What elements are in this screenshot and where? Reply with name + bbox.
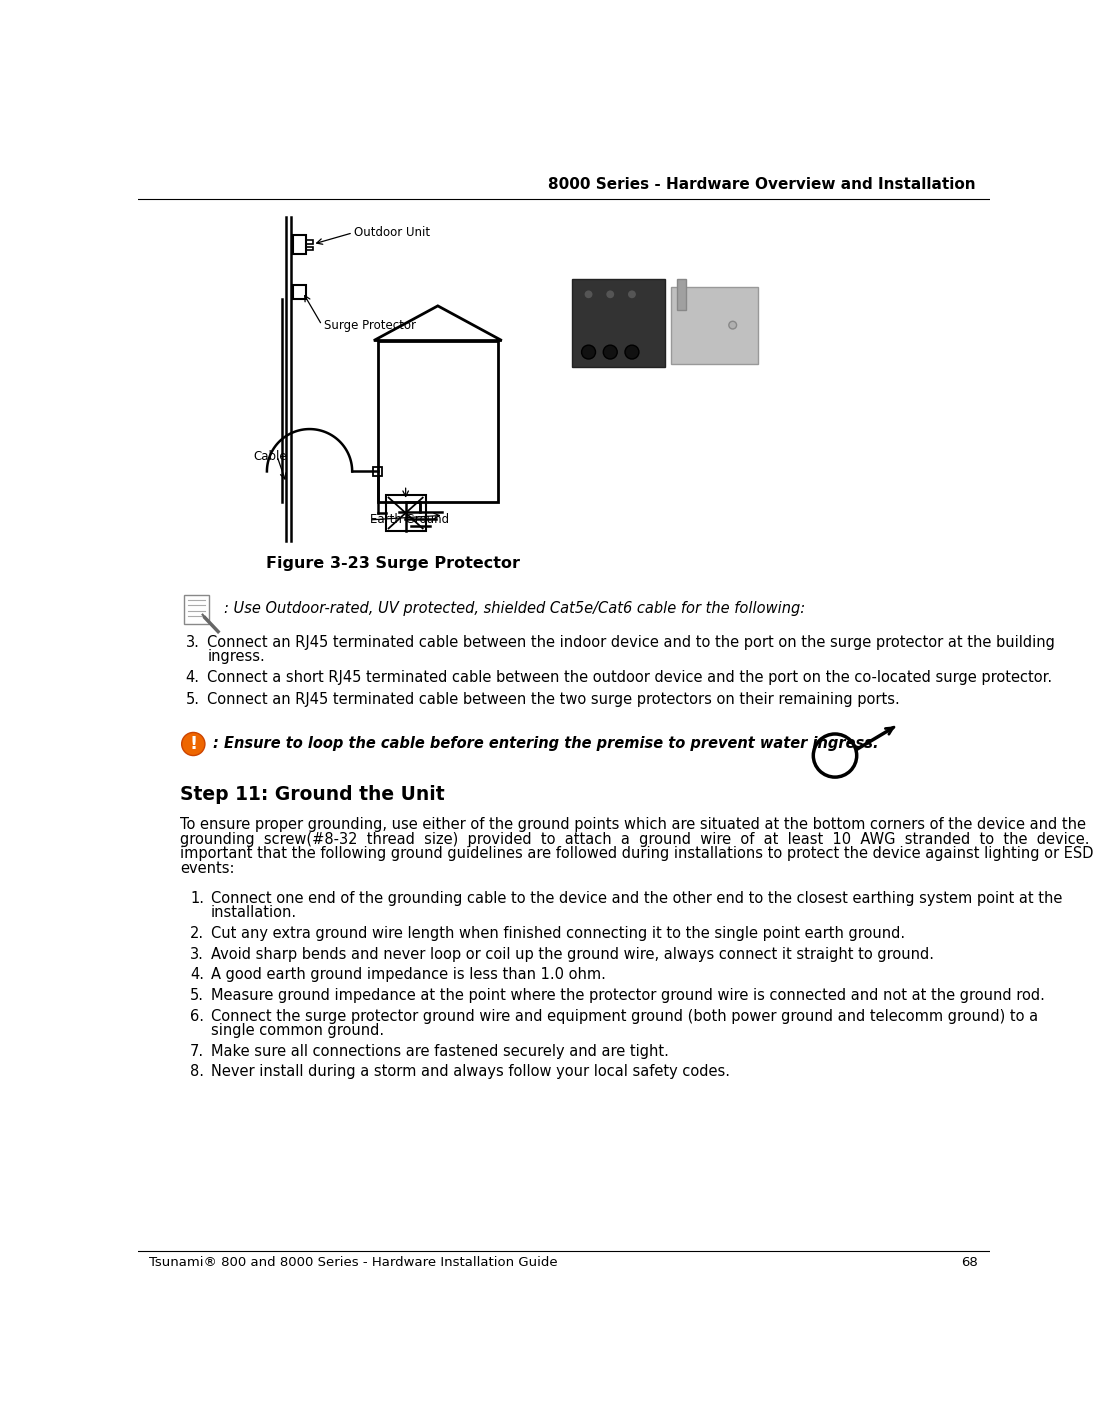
Bar: [307, 247, 312, 251]
Circle shape: [627, 289, 637, 299]
Text: 3.: 3.: [190, 947, 205, 961]
Text: 3.: 3.: [186, 635, 199, 650]
Text: installation.: installation.: [211, 906, 297, 920]
Text: !: !: [189, 734, 197, 753]
Text: 8000 Series - Hardware Overview and Installation: 8000 Series - Hardware Overview and Inst…: [549, 177, 976, 193]
Text: Step 11: Ground the Unit: Step 11: Ground the Unit: [180, 784, 444, 804]
Text: Connect a short RJ45 terminated cable between the outdoor device and the port on: Connect a short RJ45 terminated cable be…: [207, 670, 1053, 684]
Circle shape: [584, 289, 593, 299]
Circle shape: [625, 345, 639, 359]
Bar: [676, 279, 686, 309]
Text: Figure 3-23 Surge Protector: Figure 3-23 Surge Protector: [266, 556, 520, 572]
Text: 1.: 1.: [190, 891, 205, 906]
Bar: [293, 285, 307, 299]
Circle shape: [729, 321, 737, 329]
Text: Make sure all connections are fastened securely and are tight.: Make sure all connections are fastened s…: [211, 1044, 669, 1058]
Text: Connect an RJ45 terminated cable between the indoor device and to the port on th: Connect an RJ45 terminated cable between…: [207, 635, 1055, 650]
Bar: [293, 235, 307, 254]
Text: important that the following ground guidelines are followed during installations: important that the following ground guid…: [180, 847, 1093, 861]
Circle shape: [606, 289, 615, 299]
Circle shape: [182, 733, 205, 756]
Text: 6.: 6.: [190, 1008, 205, 1024]
Text: single common ground.: single common ground.: [211, 1022, 384, 1038]
Text: events:: events:: [180, 861, 234, 876]
Text: 7.: 7.: [190, 1044, 205, 1058]
Text: Avoid sharp bends and never loop or coil up the ground wire, always connect it s: Avoid sharp bends and never loop or coil…: [211, 947, 934, 961]
Text: ingress.: ingress.: [207, 649, 265, 663]
Text: A good earth ground impedance is less than 1.0 ohm.: A good earth ground impedance is less th…: [211, 967, 606, 983]
Text: Cable: Cable: [254, 449, 287, 462]
Text: Surge Protector: Surge Protector: [323, 318, 416, 332]
Text: Measure ground impedance at the point where the protector ground wire is connect: Measure ground impedance at the point wh…: [211, 988, 1045, 1002]
Bar: [184, 595, 209, 625]
Text: Cut any extra ground wire length when finished connecting it to the single point: Cut any extra ground wire length when fi…: [211, 925, 905, 941]
Text: Connect the surge protector ground wire and equipment ground (both power ground : Connect the surge protector ground wire …: [211, 1008, 1038, 1024]
Bar: [307, 240, 312, 244]
Text: 4.: 4.: [186, 670, 199, 684]
Bar: [385, 495, 426, 532]
Text: grounding  screw(#8-32  thread  size)  provided  to  attach  a  ground  wire  of: grounding screw(#8-32 thread size) provi…: [180, 831, 1100, 847]
Text: 5.: 5.: [186, 692, 199, 707]
Text: Connect an RJ45 terminated cable between the two surge protectors on their remai: Connect an RJ45 terminated cable between…: [207, 692, 900, 707]
Bar: [377, 341, 498, 502]
Text: Earth Ground: Earth Ground: [370, 513, 449, 526]
Text: : Use Outdoor-rated, UV protected, shielded Cat5e/Cat6 cable for the following:: : Use Outdoor-rated, UV protected, shiel…: [224, 600, 805, 616]
Text: 8.: 8.: [190, 1064, 205, 1079]
Text: 2.: 2.: [190, 925, 205, 941]
Text: 4.: 4.: [190, 967, 205, 983]
Text: To ensure proper grounding, use either of the ground points which are situated a: To ensure proper grounding, use either o…: [180, 817, 1086, 833]
Text: Tsunami® 800 and 8000 Series - Hardware Installation Guide: Tsunami® 800 and 8000 Series - Hardware …: [150, 1256, 558, 1269]
Text: 5.: 5.: [190, 988, 205, 1002]
Bar: [373, 466, 383, 476]
Circle shape: [603, 345, 617, 359]
Text: : Ensure to loop the cable before entering the premise to prevent water ingress.: : Ensure to loop the cable before enteri…: [212, 736, 878, 752]
Text: Connect one end of the grounding cable to the device and the other end to the cl: Connect one end of the grounding cable t…: [211, 891, 1063, 906]
Bar: [671, 287, 758, 364]
Text: Never install during a storm and always follow your local safety codes.: Never install during a storm and always …: [211, 1064, 730, 1079]
Text: Outdoor Unit: Outdoor Unit: [354, 227, 430, 240]
Text: 68: 68: [961, 1256, 978, 1269]
Circle shape: [582, 345, 595, 359]
Bar: [572, 279, 664, 368]
